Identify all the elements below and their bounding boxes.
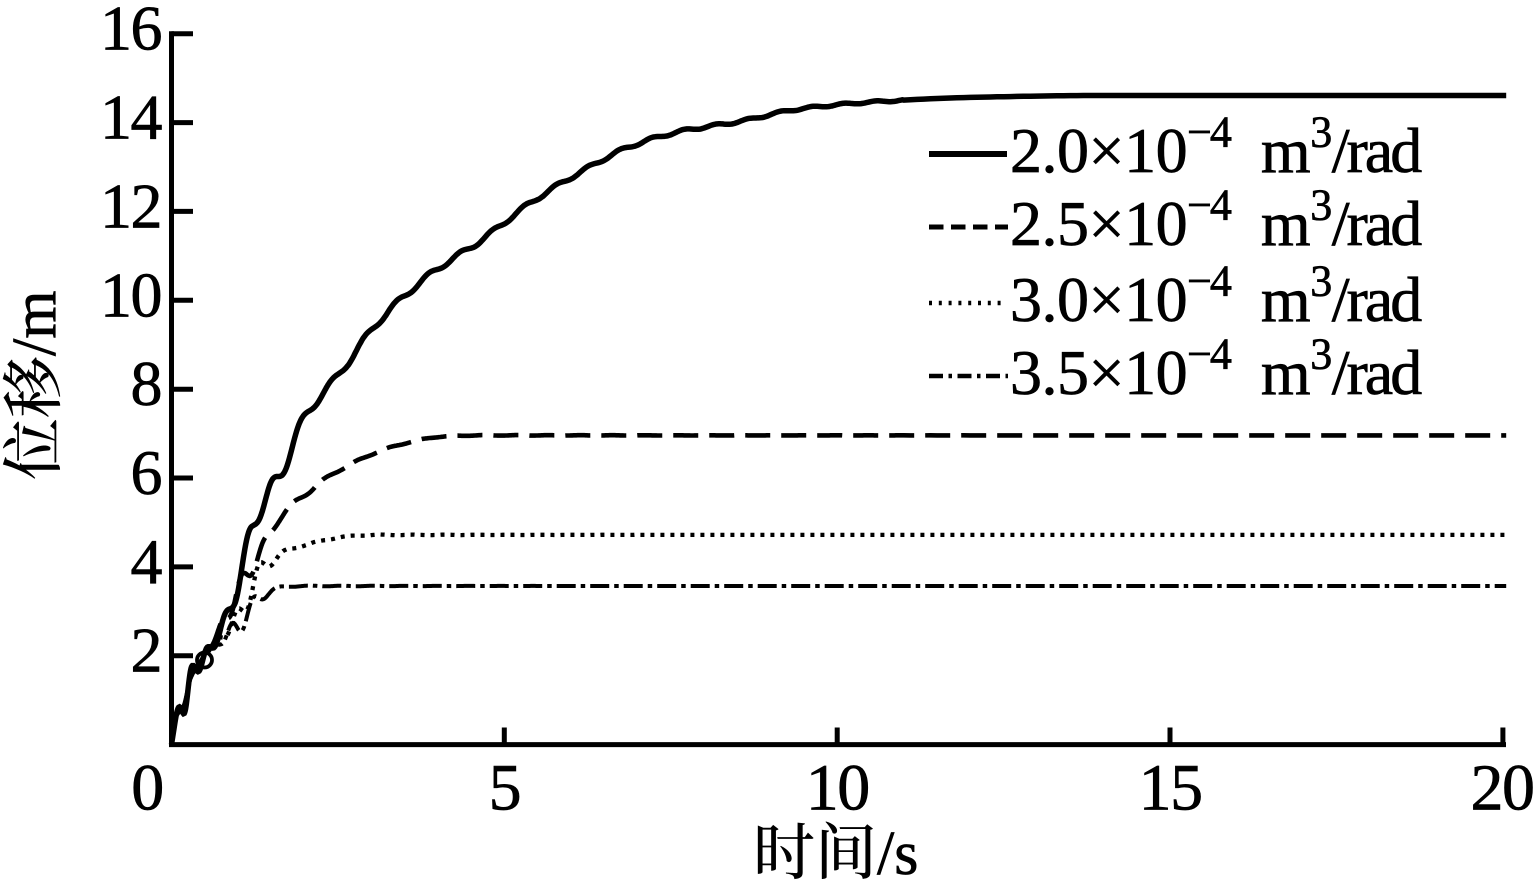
svg-text:3.0×10−4 m3/rad: 3.0×10−4 m3/rad xyxy=(1010,257,1422,336)
svg-text:12: 12 xyxy=(100,170,161,241)
svg-text:15: 15 xyxy=(1139,752,1202,825)
svg-text:5: 5 xyxy=(489,752,521,825)
svg-text:10: 10 xyxy=(100,259,161,330)
svg-text:20: 20 xyxy=(1471,752,1534,825)
svg-text:4: 4 xyxy=(131,526,162,597)
svg-text:14: 14 xyxy=(100,82,162,153)
svg-text:0: 0 xyxy=(131,752,163,825)
svg-text:/m: /m xyxy=(1,291,69,356)
svg-text:6: 6 xyxy=(131,437,162,508)
svg-text:2.0×10−4 m3/rad: 2.0×10−4 m3/rad xyxy=(1010,108,1422,187)
svg-text:8: 8 xyxy=(131,348,162,419)
svg-text:2: 2 xyxy=(131,615,162,686)
svg-text:/s: /s xyxy=(877,820,918,888)
svg-text:16: 16 xyxy=(100,0,162,64)
svg-text:10: 10 xyxy=(806,752,869,825)
svg-text:2.5×10−4 m3/rad: 2.5×10−4 m3/rad xyxy=(1010,181,1422,260)
